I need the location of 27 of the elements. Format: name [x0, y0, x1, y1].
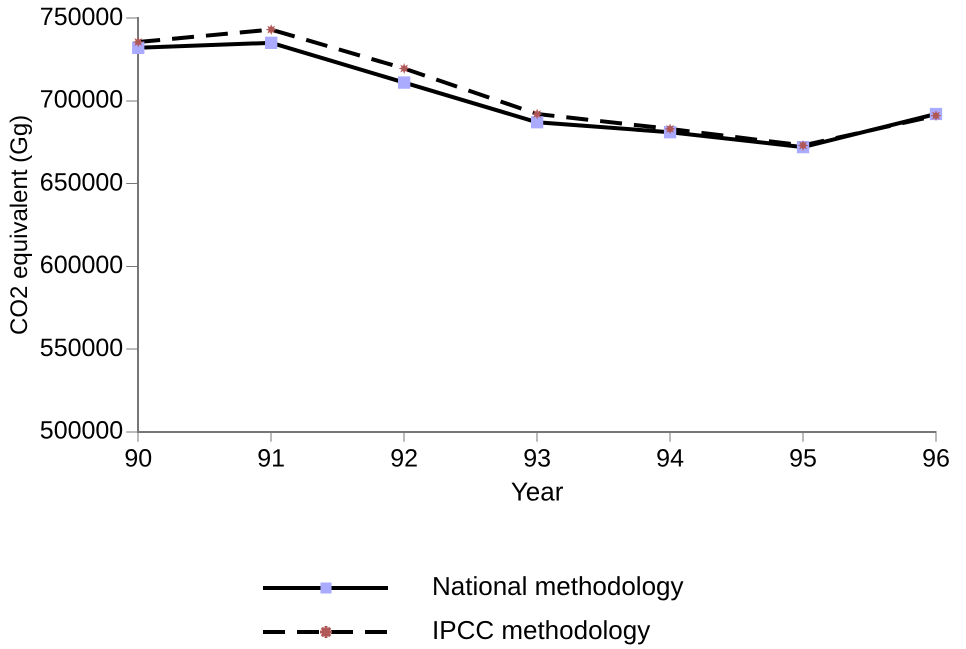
x-tick-label: 95 — [789, 444, 817, 473]
point — [930, 110, 942, 122]
point — [664, 123, 676, 134]
x-tick-label: 91 — [257, 444, 286, 473]
legend-label: National methodology — [432, 571, 684, 602]
y-tick-label: 550000 — [40, 334, 124, 362]
point — [266, 24, 277, 36]
point — [132, 36, 144, 48]
point — [798, 140, 809, 151]
point — [398, 76, 410, 89]
x-axis-title: Year — [510, 476, 564, 507]
point — [265, 36, 278, 49]
y-tick-label: 750000 — [40, 2, 124, 31]
x-tick-label: 94 — [656, 444, 684, 473]
x-tick-label: 96 — [922, 444, 950, 473]
y-tick-label: 500000 — [40, 416, 124, 445]
y-tick-label: 650000 — [40, 168, 124, 196]
x-tick-label: 90 — [124, 444, 152, 473]
point — [532, 108, 543, 120]
y-tick-label: 600000 — [40, 251, 124, 280]
x-tick-label: 92 — [390, 444, 418, 473]
point — [398, 62, 410, 74]
x-tick-label: 93 — [523, 444, 552, 473]
legend-label: IPCC methodology — [432, 615, 650, 646]
y-axis-title: CO2 equivalent (Gg) — [6, 114, 34, 335]
point — [530, 116, 544, 128]
y-tick-label: 700000 — [40, 86, 124, 114]
